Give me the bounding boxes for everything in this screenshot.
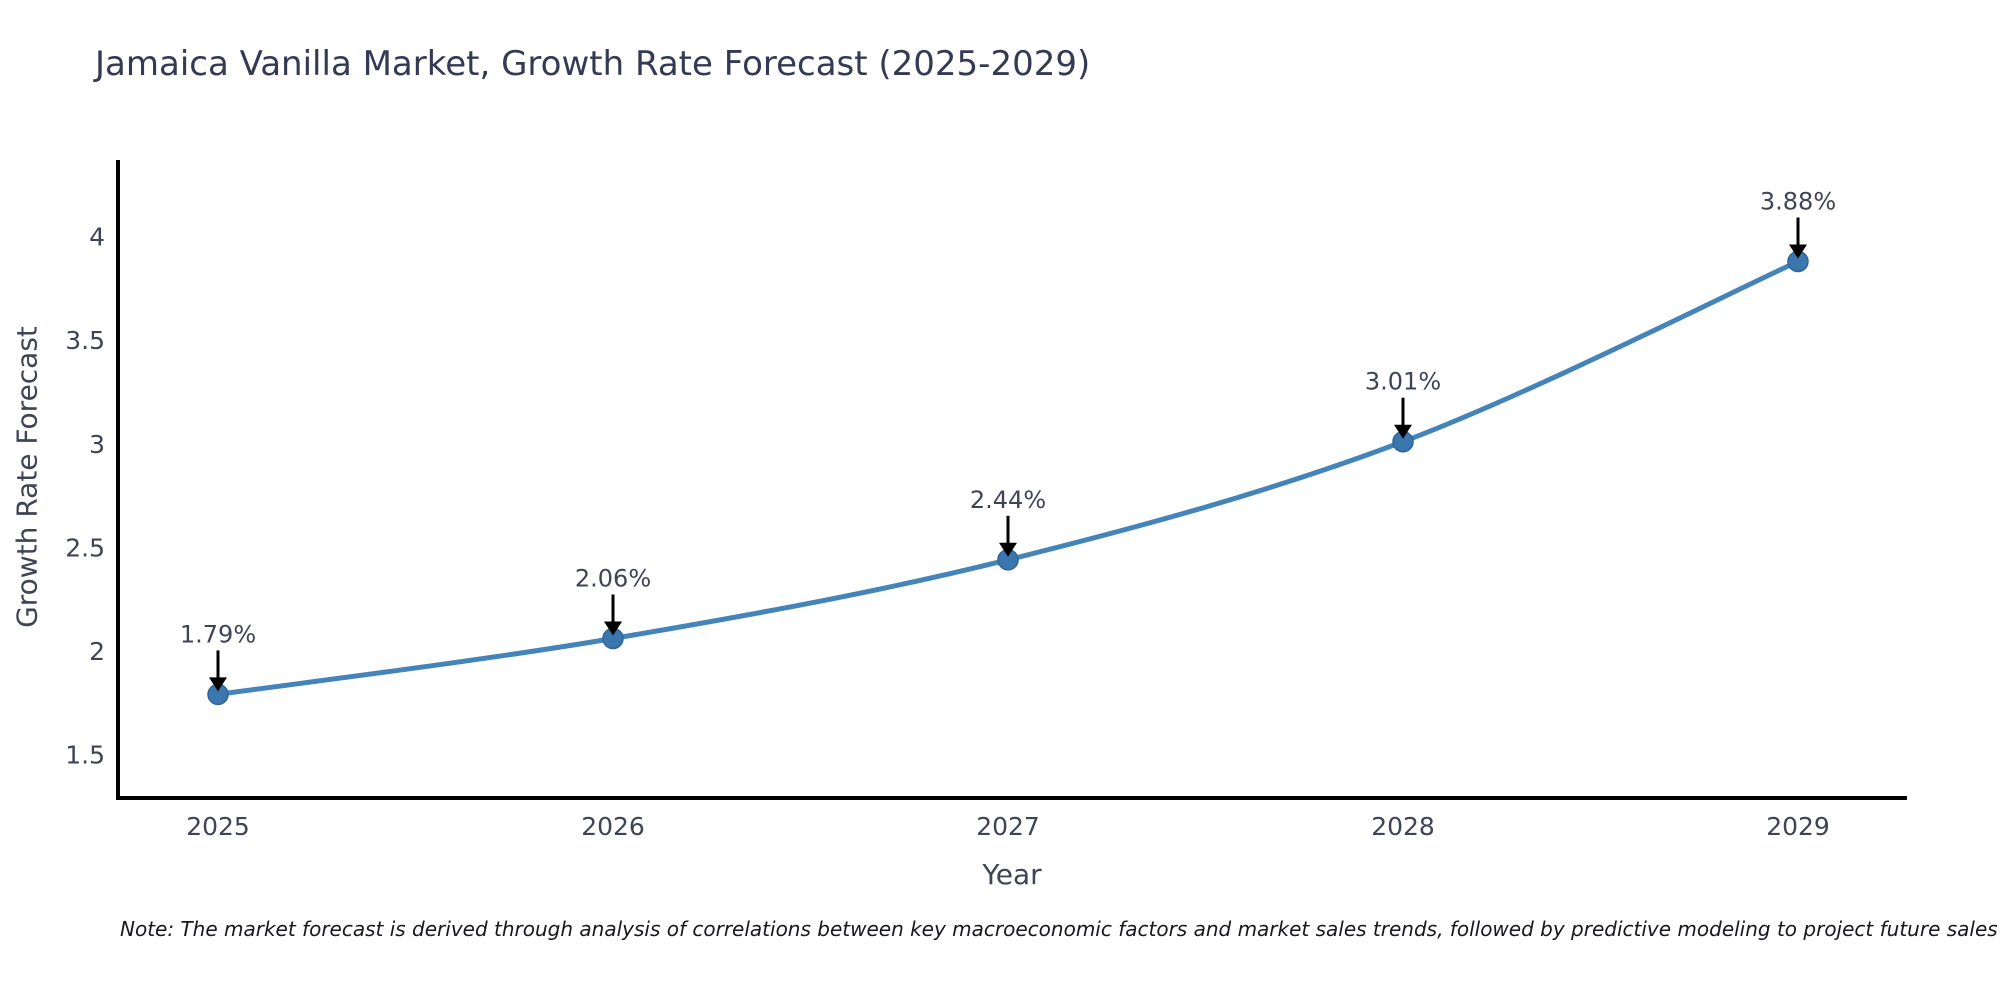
y-tick-label: 2 bbox=[89, 637, 105, 666]
y-tick-label: 3 bbox=[89, 430, 105, 459]
annotation-arrow-head bbox=[209, 677, 227, 692]
annotation-label: 3.01% bbox=[1365, 368, 1441, 396]
y-tick-label: 4 bbox=[89, 223, 105, 252]
annotation-label: 2.06% bbox=[575, 565, 651, 593]
y-axis-title: Growth Rate Forecast bbox=[10, 326, 44, 628]
x-tick-label: 2026 bbox=[581, 812, 645, 841]
y-tick-label: 1.5 bbox=[65, 741, 105, 770]
x-tick-label: 2027 bbox=[976, 812, 1040, 841]
footnote: Note: The market forecast is derived thr… bbox=[120, 917, 1998, 941]
annotation-arrow-head bbox=[999, 542, 1017, 557]
annotation-arrow-head bbox=[604, 621, 622, 636]
y-tick-label: 3.5 bbox=[65, 326, 105, 355]
x-tick-label: 2025 bbox=[186, 812, 250, 841]
chart-title: Jamaica Vanilla Market, Growth Rate Fore… bbox=[95, 44, 1091, 84]
x-tick-label: 2029 bbox=[1766, 812, 1830, 841]
annotation-arrow-head bbox=[1394, 424, 1412, 439]
x-tick-label: 2028 bbox=[1371, 812, 1435, 841]
y-tick-label: 2.5 bbox=[65, 533, 105, 562]
x-axis-title: Year bbox=[982, 858, 1042, 891]
annotation-label: 1.79% bbox=[180, 620, 256, 648]
annotation-label: 2.44% bbox=[970, 486, 1046, 514]
annotation-label: 3.88% bbox=[1760, 188, 1836, 216]
annotation-arrow-head bbox=[1789, 244, 1807, 259]
forecast-line bbox=[215, 259, 1801, 697]
